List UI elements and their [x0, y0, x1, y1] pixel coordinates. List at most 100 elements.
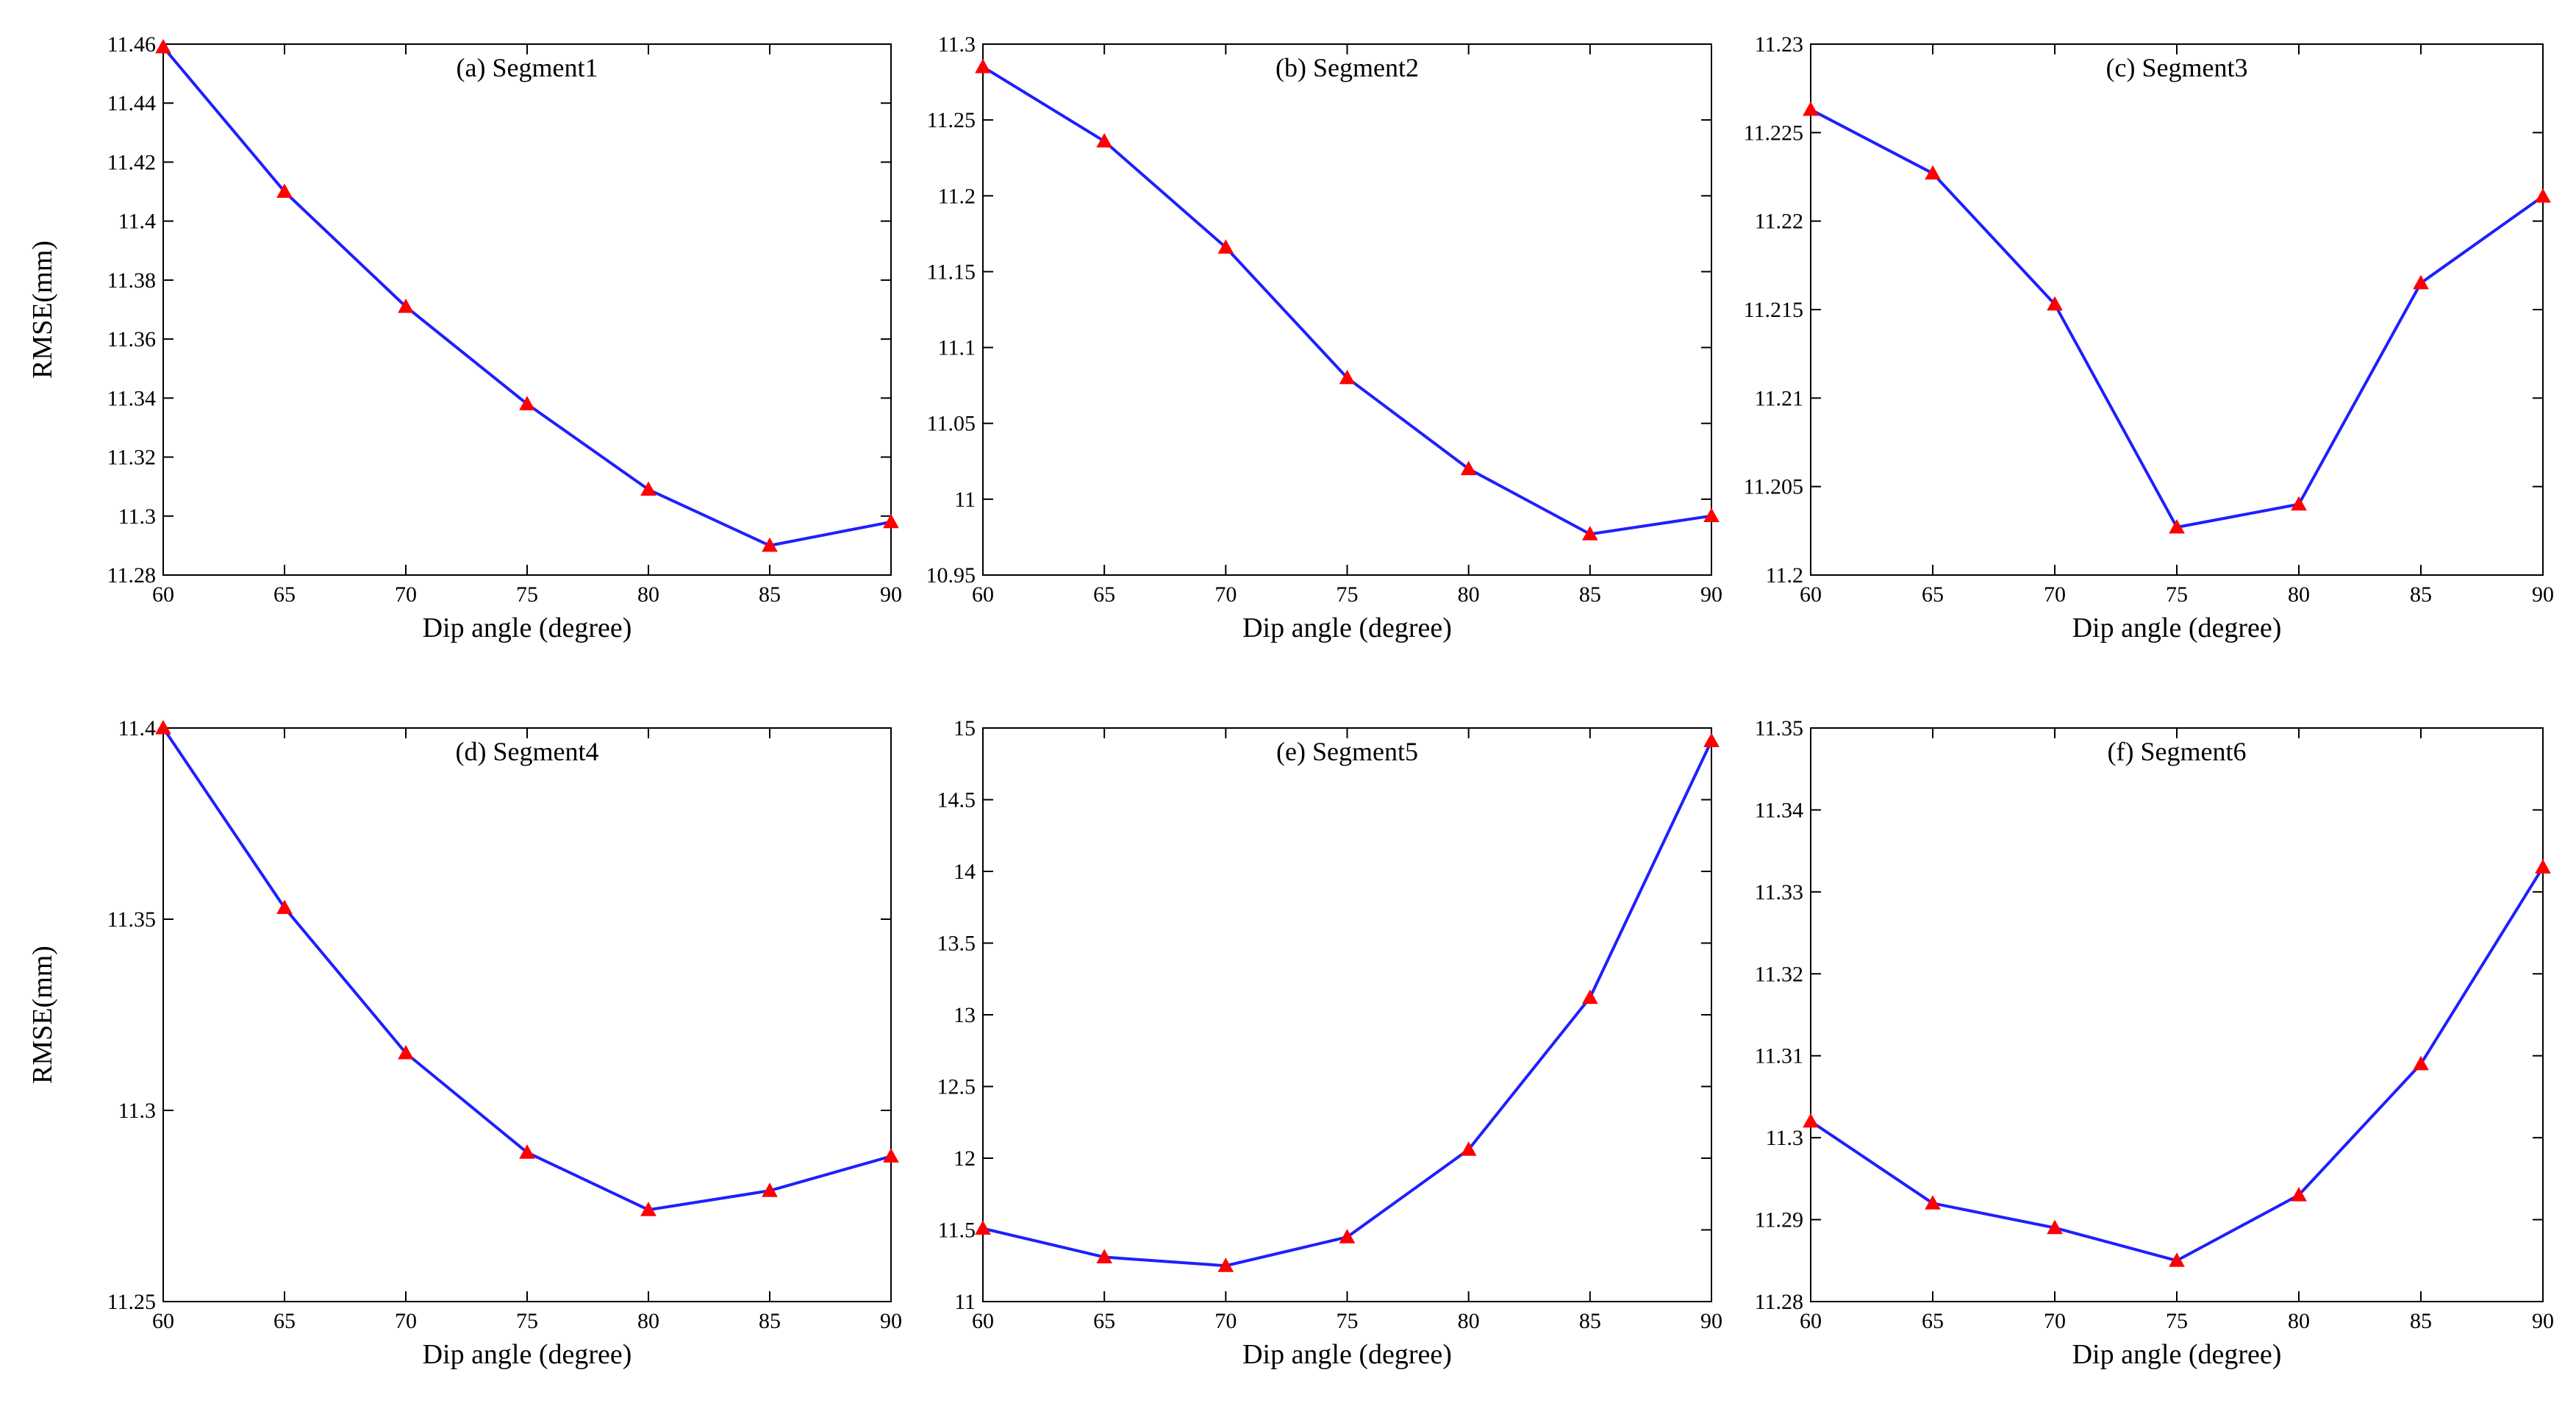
data-point	[2413, 1055, 2429, 1071]
x-tick-label: 75	[1337, 1309, 1359, 1333]
y-axis-label: RMSE(mm)	[27, 240, 58, 379]
data-point	[1925, 165, 1941, 180]
x-tick-label: 80	[637, 1309, 659, 1333]
data-point	[1460, 1141, 1477, 1156]
data-point	[1339, 1229, 1356, 1243]
y-tick-label: 11.205	[1744, 475, 1803, 499]
x-tick-label: 90	[1700, 582, 1722, 607]
y-tick-label: 11.28	[107, 563, 156, 588]
y-tick-label: 10.95	[926, 563, 976, 588]
panel-2: 60 65 70 75 80 85 90 10.95 11 11.05 11.1 11.15 11.2 1…	[926, 32, 1723, 643]
x-tick-label: 80	[637, 582, 659, 607]
y-tick-label: 11.23	[1755, 32, 1803, 57]
x-tick-label: 85	[2410, 1309, 2432, 1333]
data-point	[1703, 507, 1720, 523]
x-tick-label: 60	[1800, 582, 1822, 607]
y-tick-label: 11.2	[1766, 563, 1803, 588]
y-tick-label: 11.46	[107, 32, 156, 57]
y-tick-label: 11.25	[107, 1290, 156, 1314]
data-point	[155, 719, 171, 735]
y-tick-label: 11.31	[1755, 1044, 1803, 1068]
y-tick-label: 11.225	[1744, 121, 1803, 145]
x-tick-label: 80	[1458, 1309, 1480, 1333]
series-line	[162, 46, 892, 547]
x-tick-label: 85	[1579, 1309, 1601, 1333]
x-tick-label: 85	[2410, 582, 2432, 607]
x-tick-label: 90	[2532, 1309, 2554, 1333]
y-tick-label: 11.35	[107, 907, 156, 932]
x-tick-label: 70	[2044, 582, 2066, 607]
data-point	[1096, 1249, 1113, 1264]
y-tick-label: 11.42	[107, 150, 156, 174]
data-point	[2047, 296, 2063, 311]
panel-title: (e) Segment5	[1276, 737, 1418, 766]
panel-3: 60 65 70 75 80 85 90 11.2 11.205 11.21 11.215 11.22…	[1744, 32, 2554, 643]
series-line	[981, 65, 1712, 536]
plot-frame	[162, 727, 892, 1302]
x-tick-label: 70	[1214, 582, 1237, 607]
x-tick-label: 60	[152, 1309, 174, 1333]
data-point	[975, 1220, 991, 1235]
plot-frame	[982, 727, 1712, 1302]
x-tick-label: 75	[2166, 582, 2188, 607]
data-point	[519, 1144, 535, 1159]
data-point	[1460, 460, 1477, 476]
y-tick-label: 11.35	[1755, 716, 1803, 741]
x-tick-label: 90	[2532, 582, 2554, 607]
panel-title: (a) Segment1	[457, 53, 598, 82]
x-tick-label: 70	[2044, 1309, 2066, 1333]
y-tick-label: 11.34	[1755, 798, 1803, 822]
y-tick-label: 11.5	[938, 1218, 976, 1243]
y-tick-label: 11.4	[118, 716, 156, 741]
panel-title: (b) Segment2	[1276, 53, 1419, 82]
data-point	[883, 1148, 899, 1163]
series-line	[982, 740, 1713, 1268]
y-tick-label: 11.3	[938, 32, 976, 57]
data-point	[398, 1044, 414, 1060]
data-point	[1925, 1195, 1941, 1210]
x-tick-label: 65	[1093, 1309, 1115, 1333]
y-tick-label: 11.2	[938, 184, 976, 208]
x-axis-label: Dip angle (degree)	[2072, 1339, 2282, 1370]
y-tick-label: 11.34	[107, 386, 156, 410]
plot-frame	[162, 43, 892, 576]
x-tick-label: 70	[395, 1309, 417, 1333]
x-tick-label: 90	[880, 1309, 902, 1333]
data-point	[1339, 369, 1356, 385]
x-tick-label: 90	[1700, 1309, 1722, 1333]
y-tick-label: 12.5	[937, 1075, 976, 1099]
plot-frame	[982, 43, 1712, 576]
y-tick-label: 11.1	[938, 336, 976, 360]
data-point	[2291, 496, 2307, 511]
x-axis-label: Dip angle (degree)	[1242, 613, 1452, 643]
data-point	[276, 899, 293, 914]
data-point	[1217, 239, 1234, 254]
x-axis-label: Dip angle (degree)	[423, 1339, 632, 1370]
plot-frame	[1810, 727, 2544, 1302]
y-tick-label: 11	[954, 488, 976, 512]
y-tick-label: 11.3	[1766, 1126, 1803, 1150]
data-point	[1581, 989, 1598, 1004]
y-tick-label: 11.38	[107, 268, 156, 293]
x-tick-label: 60	[972, 582, 994, 607]
data-point	[276, 183, 293, 199]
y-tick-label: 11.32	[1755, 962, 1803, 986]
y-tick-label: 11.28	[1755, 1290, 1803, 1314]
x-tick-label: 80	[2288, 582, 2310, 607]
data-point	[155, 38, 171, 54]
data-point	[975, 58, 991, 74]
y-tick-label: 11.4	[118, 210, 156, 234]
y-tick-label: 11.3	[118, 1099, 156, 1123]
y-tick-label: 14	[954, 860, 976, 884]
y-tick-label: 13	[954, 1003, 976, 1027]
x-tick-label: 65	[273, 1309, 296, 1333]
data-point	[640, 1202, 656, 1216]
x-tick-label: 65	[1922, 582, 1944, 607]
data-point	[2169, 518, 2185, 534]
x-axis-label: Dip angle (degree)	[423, 613, 632, 643]
x-tick-label: 65	[273, 582, 296, 607]
x-tick-label: 65	[1922, 1309, 1944, 1333]
series-line	[1810, 108, 2544, 529]
data-point	[762, 1182, 778, 1197]
